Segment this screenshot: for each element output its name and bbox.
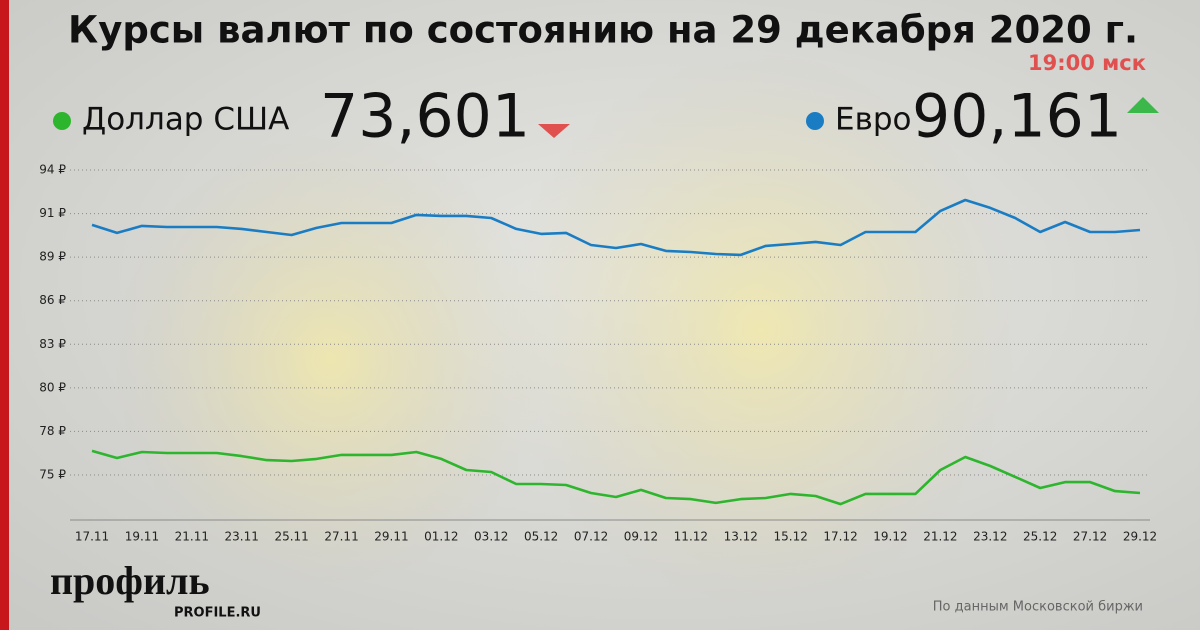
x-tick-label: 01.12 — [424, 530, 458, 544]
x-tick-label: 13.12 — [724, 530, 758, 544]
logo: профиль — [50, 558, 210, 603]
x-tick-label: 27.12 — [1073, 530, 1107, 544]
x-tick-label: 29.12 — [1123, 530, 1157, 544]
legend-label: Евро — [835, 102, 912, 138]
decor — [110, 130, 550, 590]
decor — [500, 50, 1020, 610]
x-tick-label: 23.12 — [973, 530, 1007, 544]
x-tick-label: 03.12 — [474, 530, 508, 544]
trend-arrow — [538, 124, 570, 138]
x-tick-label: 21.12 — [923, 530, 957, 544]
y-tick-label: 86 ₽ — [39, 293, 66, 307]
x-tick-label: 09.12 — [624, 530, 658, 544]
y-tick-label: 91 ₽ — [39, 206, 66, 220]
x-tick-label: 05.12 — [524, 530, 558, 544]
x-tick-label: 07.12 — [574, 530, 608, 544]
x-tick-label: 29.11 — [374, 530, 408, 544]
chart-title: Курсы валют по состоянию на 29 декабря 2… — [68, 9, 1138, 52]
y-tick-label: 80 ₽ — [39, 380, 66, 394]
source-note: По данным Московской биржи — [933, 600, 1143, 615]
series-line — [91, 198, 1141, 257]
x-tick-label: 19.11 — [125, 530, 159, 544]
y-tick-label: 75 ₽ — [39, 468, 66, 482]
trend-arrow — [1127, 97, 1159, 113]
x-tick-label: 27.11 — [324, 530, 358, 544]
legend-label: Доллар США — [82, 102, 289, 138]
x-tick-label: 23.11 — [225, 530, 259, 544]
y-tick-label: 94 ₽ — [39, 163, 66, 177]
y-tick-label: 78 ₽ — [39, 424, 66, 438]
current-rate: 73,601 — [320, 82, 530, 152]
x-tick-label: 11.12 — [674, 530, 708, 544]
current-rate: 90,161 — [912, 82, 1122, 152]
time-note: 19:00 мск — [1028, 51, 1146, 75]
x-tick-label: 25.11 — [274, 530, 308, 544]
series-line — [91, 449, 1141, 506]
y-tick-label: 83 ₽ — [39, 337, 66, 351]
accent-bar — [0, 0, 9, 630]
legend-dot — [53, 112, 71, 130]
y-tick-label: 89 ₽ — [39, 250, 66, 264]
x-tick-label: 21.11 — [175, 530, 209, 544]
x-tick-label: 19.12 — [873, 530, 907, 544]
legend-dot — [806, 112, 824, 130]
x-tick-label: 17.12 — [823, 530, 857, 544]
x-tick-label: 15.12 — [773, 530, 807, 544]
x-tick-label: 25.12 — [1023, 530, 1057, 544]
logo-url: PROFILE.RU — [174, 606, 261, 621]
x-tick-label: 17.11 — [75, 530, 109, 544]
